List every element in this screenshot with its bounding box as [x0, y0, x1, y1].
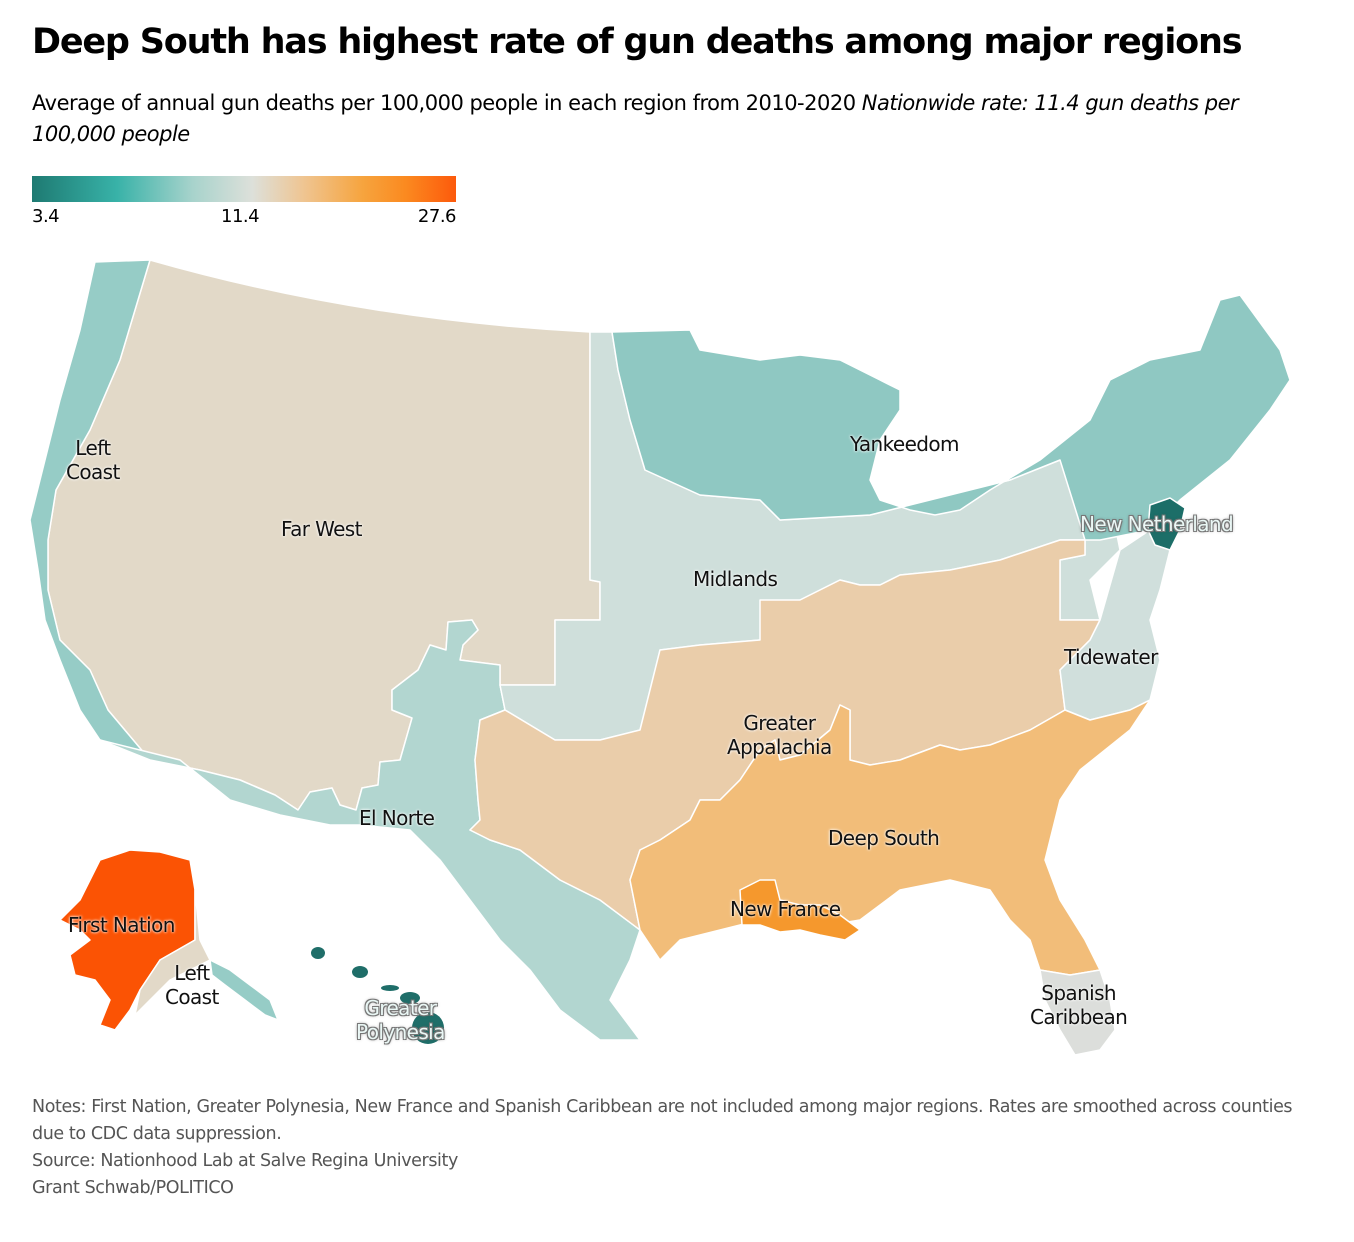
- region-new-france[interactable]: [739, 879, 861, 941]
- footer-notes: Notes: First Nation, Greater Polynesia, …: [32, 1097, 1293, 1144]
- color-legend: 3.4 11.4 27.6: [32, 176, 457, 228]
- label-new-netherland: New Netherland: [1080, 512, 1234, 536]
- region-greater-polynesia[interactable]: [311, 947, 444, 1044]
- label-deep-south: Deep South: [828, 826, 940, 850]
- label-left-coast: Left Coast: [66, 436, 120, 484]
- region-yankeedom[interactable]: [611, 294, 1291, 541]
- legend-gradient-bar: [32, 176, 456, 202]
- region-alaska-panhandle[interactable]: [209, 959, 279, 1021]
- hawaii-island-molokai: [381, 985, 399, 991]
- label-greater-appalachia: Greater Appalachia: [727, 711, 832, 759]
- legend-mid-label: 11.4: [221, 206, 260, 227]
- map-svg: [29, 259, 1291, 1056]
- label-spanish-caribbean: Spanish Caribbean: [1030, 981, 1128, 1029]
- hawaii-island-big: [412, 1012, 444, 1044]
- region-first-nation[interactable]: [59, 849, 196, 1031]
- label-alaska-left-coast: Left Coast: [165, 961, 219, 1009]
- hawaii-island-maui: [400, 992, 420, 1004]
- region-alaska-left-coast[interactable]: [134, 889, 211, 1016]
- subtitle-nationwide-rate: Nationwide rate: 11.4 gun deaths per 100…: [32, 91, 1239, 146]
- footer-source: Source: Nationhood Lab at Salve Regina U…: [32, 1151, 458, 1171]
- chart-footer: Notes: First Nation, Greater Polynesia, …: [32, 1094, 1322, 1202]
- label-new-france: New France: [730, 897, 841, 921]
- label-first-nation: First Nation: [68, 913, 175, 937]
- label-midlands: Midlands: [693, 567, 778, 591]
- region-new-netherland[interactable]: [1147, 497, 1186, 551]
- subtitle-text: Average of annual gun deaths per 100,000…: [32, 91, 856, 115]
- label-far-west: Far West: [281, 517, 362, 541]
- footer-credit: Grant Schwab/POLITICO: [32, 1178, 234, 1198]
- legend-max-label: 27.6: [417, 206, 457, 227]
- region-spanish-caribbean[interactable]: [1039, 969, 1116, 1056]
- hawaii-island-kauai: [311, 947, 325, 959]
- chart-title: Deep South has highest rate of gun death…: [32, 22, 1243, 62]
- hawaii-island-oahu: [352, 966, 368, 978]
- region-map: Left Coast Far West Yankeedom New Netherl…: [0, 240, 1354, 1070]
- chart-subtitle: Average of annual gun deaths per 100,000…: [32, 88, 1322, 150]
- label-greater-polynesia: Greater Polynesia: [356, 996, 445, 1044]
- label-tidewater: Tidewater: [1064, 645, 1158, 669]
- label-yankeedom: Yankeedom: [850, 432, 959, 456]
- legend-min-label: 3.4: [32, 206, 60, 227]
- label-el-norte: El Norte: [359, 806, 435, 830]
